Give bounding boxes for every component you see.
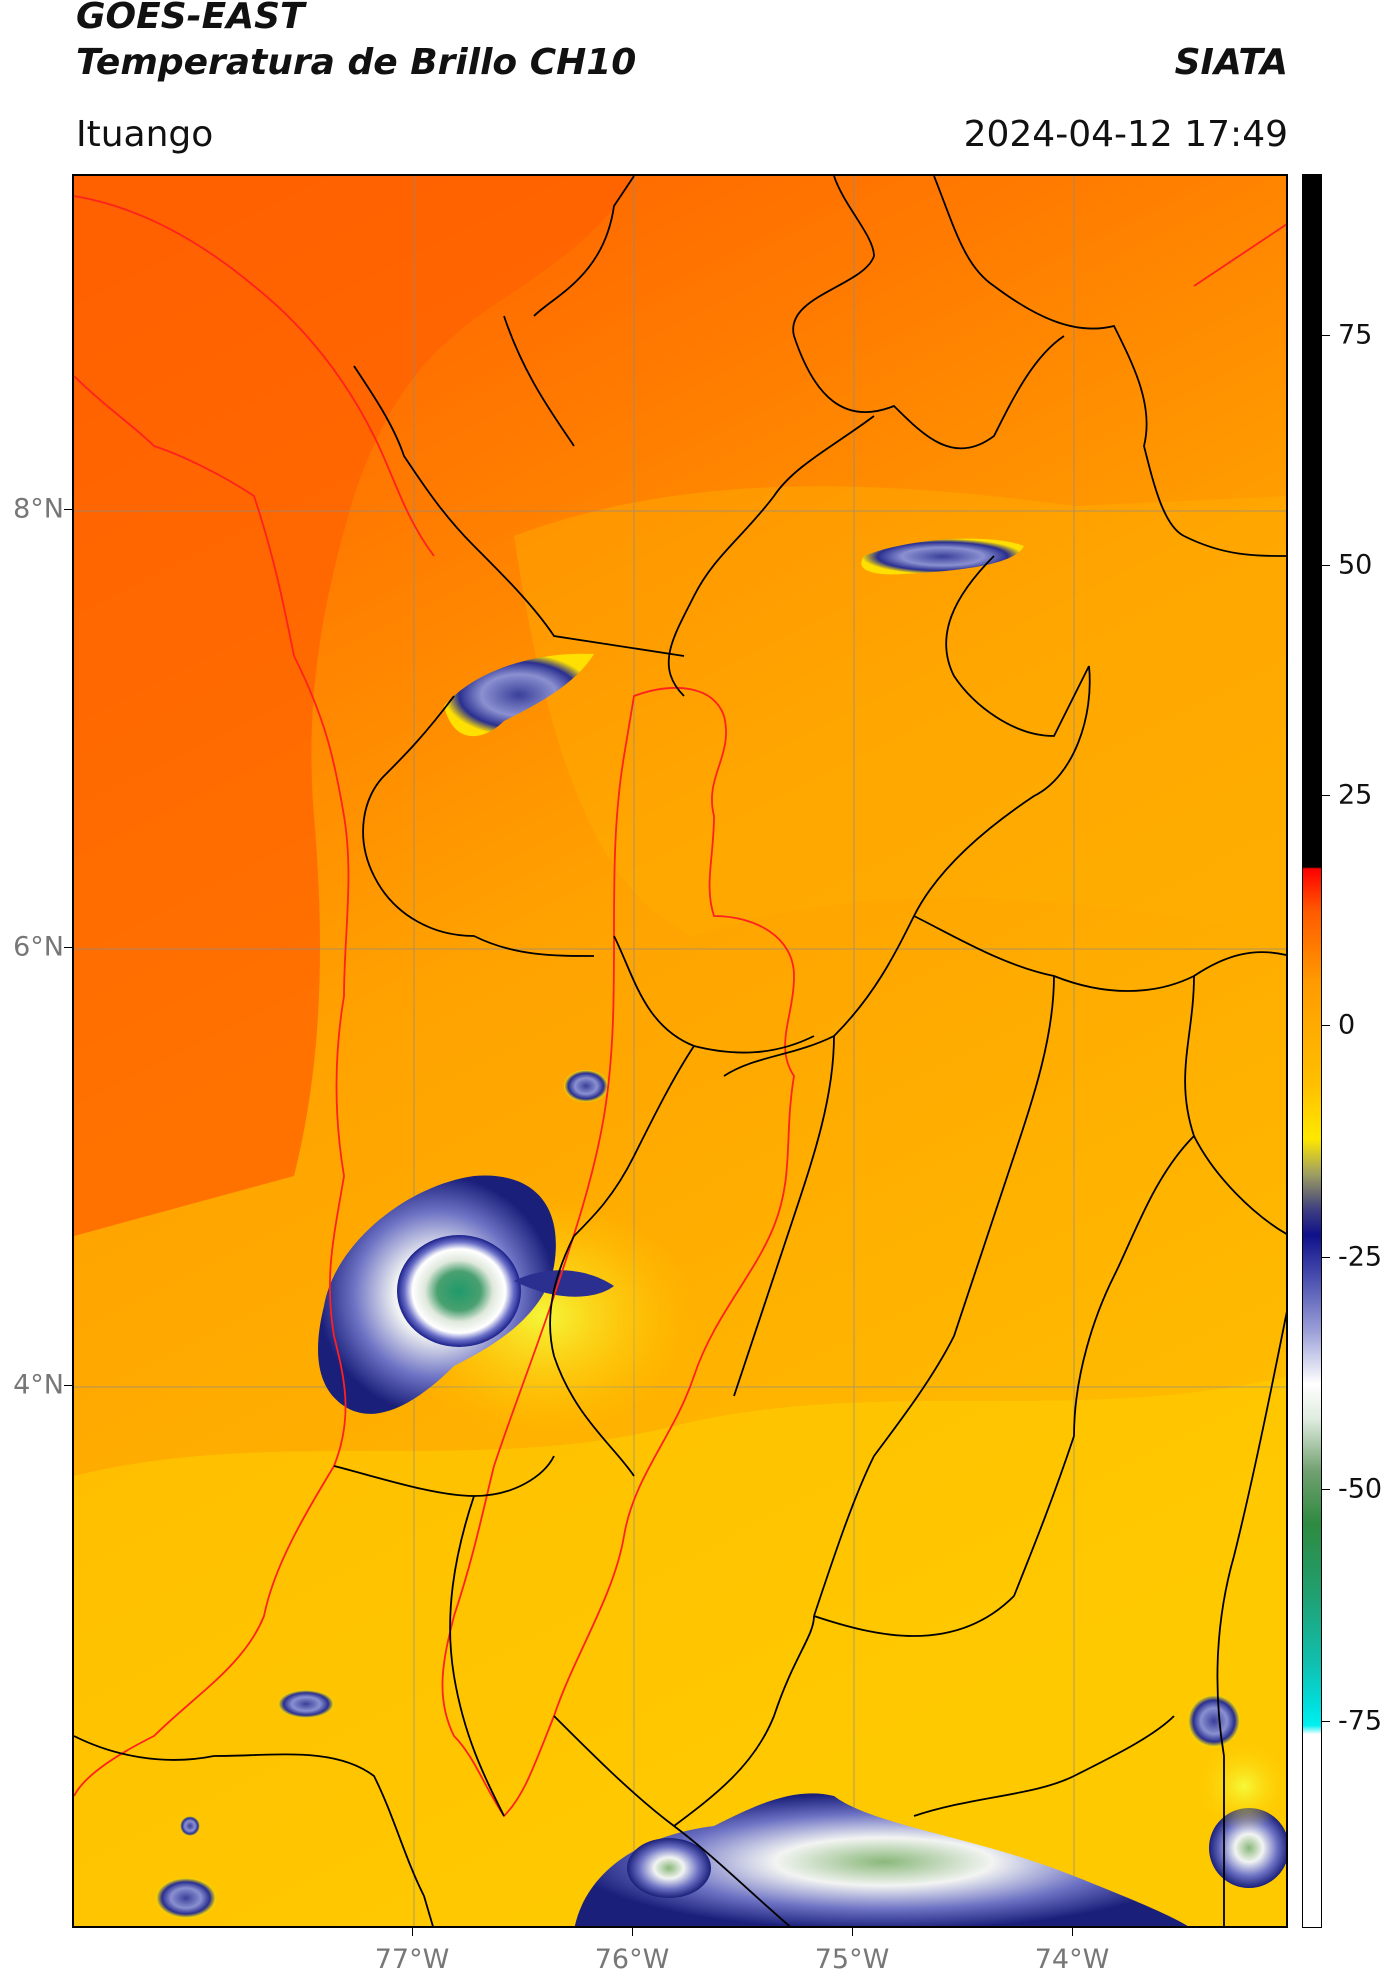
lon-label: 74°W <box>1034 1944 1110 1975</box>
cloud-north-west <box>444 653 594 737</box>
lon-tick-77w <box>412 1928 413 1936</box>
colorbar-label: -50 <box>1338 1473 1383 1505</box>
central-yellow-zone <box>514 486 1286 936</box>
lon-tick-76w <box>632 1928 633 1936</box>
colorbar-tick <box>1322 565 1330 566</box>
lon-label: 77°W <box>374 1944 450 1975</box>
colorbar-label: 50 <box>1338 549 1373 581</box>
lon-label: 76°W <box>594 1944 670 1975</box>
ocean-warm-region <box>74 176 634 1236</box>
datetime-label: 2024-04-12 17:49 <box>963 114 1288 155</box>
gridlines <box>74 176 1286 1926</box>
brand-label: SIATA <box>1174 42 1288 83</box>
southern-yellow-zone <box>74 1376 1286 1926</box>
colorbar-label: -25 <box>1338 1241 1383 1273</box>
cloud-features <box>156 538 1286 1926</box>
lon-label: 75°W <box>814 1944 890 1975</box>
colorbar <box>1302 174 1322 1928</box>
colorbar-tick <box>1322 1257 1330 1258</box>
lat-label: 4°N <box>13 1369 64 1401</box>
title-line-1: GOES-EAST <box>76 0 305 37</box>
cloud-core-green <box>397 1235 521 1347</box>
cloud-tail <box>514 1270 614 1297</box>
cloud-south-band <box>574 1793 1188 1926</box>
colorbar-label: 75 <box>1338 319 1373 351</box>
lon-tick-74w <box>1072 1928 1073 1936</box>
location-label: Ituango <box>76 114 214 155</box>
colorbar-tick <box>1322 1489 1330 1490</box>
cloud-north-east <box>861 538 1024 575</box>
title-line-2: Temperatura de Brillo CH10 <box>76 42 637 83</box>
colorbar-label: 0 <box>1338 1009 1356 1041</box>
cloud-southwest-edge <box>156 1878 216 1918</box>
cloud-southeast <box>1209 1808 1286 1888</box>
colorbar-label: 25 <box>1338 779 1373 811</box>
lat-label: 6°N <box>13 931 64 963</box>
lat-tick-4n <box>64 1385 72 1386</box>
colorbar-tick <box>1322 795 1330 796</box>
cloud-small-center <box>564 1070 608 1102</box>
colorbar-tick <box>1322 1721 1330 1722</box>
colorbar-label: -75 <box>1338 1705 1383 1737</box>
colorbar-tick <box>1322 1025 1330 1026</box>
map-canvas <box>74 176 1286 1926</box>
lat-tick-8n <box>64 509 72 510</box>
red-boundaries <box>74 195 1286 1818</box>
black-boundaries <box>74 176 1286 1926</box>
cloud-small-southwest <box>278 1690 334 1718</box>
brightness-temperature-map[interactable] <box>72 174 1288 1928</box>
lat-tick-6n <box>64 947 72 948</box>
colorbar-tick <box>1322 335 1330 336</box>
lat-label: 8°N <box>13 493 64 525</box>
lon-tick-75w <box>852 1928 853 1936</box>
